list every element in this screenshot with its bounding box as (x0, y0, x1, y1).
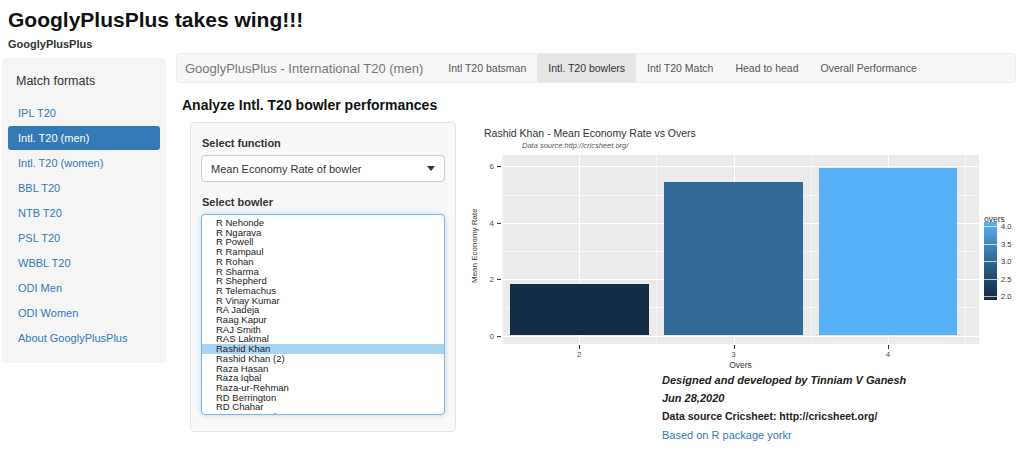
footer-yorkr-link[interactable]: Based on R package yorkr (662, 429, 1016, 441)
x-tick (734, 345, 735, 349)
tabbar: GooglyPlusPlus - International T20 (men)… (176, 53, 1016, 83)
sidebar-item[interactable]: Intl. T20 (women) (8, 151, 160, 175)
main-layout: Match formats IPL T20Intl. T20 (men)Intl… (0, 58, 1022, 441)
gridline-minor (656, 155, 657, 344)
x-axis-label: Overs (711, 360, 771, 370)
gridline-major (502, 336, 979, 337)
bar (510, 284, 649, 336)
tab[interactable]: Head to head (724, 54, 809, 82)
x-tick (888, 345, 889, 349)
sidebar-item[interactable]: ODI Women (8, 301, 160, 325)
tab-list: Intl T20 batsmanIntl. T20 bowlersIntl T2… (437, 54, 928, 82)
gridline-minor (811, 155, 812, 344)
chart-area: Rashid Khan - Mean Economy Rate vs Overs… (464, 122, 1016, 441)
x-tick-label: 3 (724, 350, 744, 359)
legend-label: 3.5 (1001, 240, 1011, 249)
sidebar-item[interactable]: WBBL T20 (8, 251, 160, 275)
control-panel: Select function Mean Economy Rate of bow… (190, 122, 456, 432)
legend-tick (984, 226, 997, 227)
function-select-value: Mean Economy Rate of bowler (211, 163, 361, 175)
sidebar-item[interactable]: PSL T20 (8, 226, 160, 250)
y-tick (497, 336, 501, 337)
section-heading: Analyze Intl. T20 bowler performances (182, 97, 1016, 113)
function-select-label: Select function (202, 137, 445, 149)
x-tick-label: 2 (569, 350, 589, 359)
tab[interactable]: Intl T20 Match (636, 54, 724, 82)
page-title: GooglyPlusPlus takes wing!!! (8, 8, 1022, 32)
y-tick (497, 279, 501, 280)
bowler-option[interactable]: RDM Leverock (202, 412, 444, 415)
function-select[interactable]: Mean Economy Rate of bowler (201, 155, 445, 182)
tab[interactable]: Intl T20 batsman (437, 54, 537, 82)
legend-label: 3.0 (1001, 257, 1011, 266)
legend-tick (984, 261, 997, 262)
legend-tick (984, 296, 997, 297)
caret-down-icon (427, 166, 435, 171)
sidebar-item[interactable]: IPL T20 (8, 101, 160, 125)
y-tick (497, 166, 501, 167)
legend-label: 2.5 (1001, 275, 1011, 284)
y-tick-label: 6 (474, 162, 494, 171)
chart-subtitle: Data source:http://cricsheet.org/ (522, 141, 628, 150)
plot-panel (502, 155, 979, 344)
legend-label: 4.0 (1001, 222, 1011, 231)
sidebar-item[interactable]: ODI Men (8, 276, 160, 300)
bowler-listbox[interactable]: R NehondeR NgaravaR PowellR RampaulR Roh… (201, 214, 445, 415)
bar (664, 182, 803, 336)
x-tick-label: 4 (878, 350, 898, 359)
footer-datasource: Data source Cricsheet: http://cricsheet.… (662, 410, 1016, 422)
gridline-minor (502, 155, 503, 344)
legend-tick (984, 279, 997, 280)
x-tick (579, 345, 580, 349)
bowler-select-label: Select bowler (202, 196, 445, 208)
sidebar-item[interactable]: BBL T20 (8, 176, 160, 200)
legend-tick (984, 244, 997, 245)
chart-footer: Designed and developed by Tinniam V Gane… (662, 374, 1016, 441)
navbar-brand: GooglyPlusPlus (8, 38, 1022, 50)
main-area: GooglyPlusPlus - International T20 (men)… (176, 53, 1016, 441)
y-tick (497, 223, 501, 224)
footer-date: Jun 28,2020 (662, 392, 1016, 404)
sidebar-item[interactable]: About GooglyPlusPlus (8, 326, 160, 350)
sidebar-header: Match formats (8, 64, 160, 100)
tab[interactable]: Intl. T20 bowlers (537, 54, 636, 82)
sidebar: Match formats IPL T20Intl. T20 (men)Intl… (2, 58, 166, 363)
bar-chart: Rashid Khan - Mean Economy Rate vs Overs… (464, 122, 1016, 365)
sidebar-items: IPL T20Intl. T20 (men)Intl. T20 (women)B… (8, 101, 160, 350)
chart-title: Rashid Khan - Mean Economy Rate vs Overs (484, 127, 696, 139)
sidebar-item[interactable]: NTB T20 (8, 201, 160, 225)
gridline-minor (965, 155, 966, 344)
y-tick-label: 0 (474, 332, 494, 341)
y-axis-label: Mean Economy Rate (470, 208, 479, 283)
legend-label: 2.0 (1001, 292, 1011, 301)
bar (819, 168, 958, 336)
tab[interactable]: Overall Performance (810, 54, 928, 82)
sidebar-item[interactable]: Intl. T20 (men) (8, 126, 160, 150)
tabbar-title: GooglyPlusPlus - International T20 (men) (177, 61, 437, 76)
footer-credit: Designed and developed by Tinniam V Gane… (662, 374, 1016, 386)
